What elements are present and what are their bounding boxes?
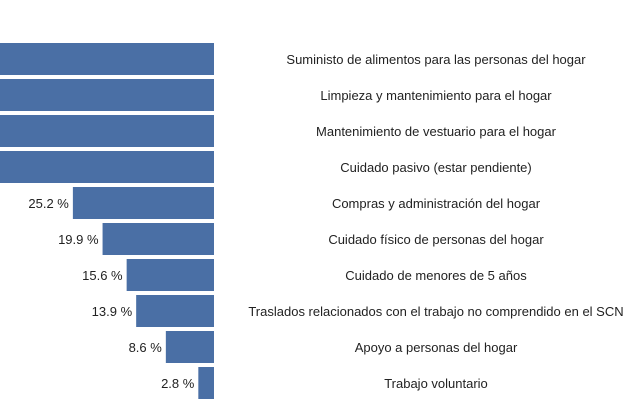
category-label-7: Traslados relacionados con el trabajo no… bbox=[248, 304, 623, 319]
bar-value-label-5: 19.9 % bbox=[58, 232, 99, 247]
bar-value-label-4: 25.2 % bbox=[28, 196, 69, 211]
bar-6 bbox=[126, 259, 214, 291]
bar-1 bbox=[0, 79, 215, 111]
bar-4 bbox=[72, 187, 214, 219]
category-label-5: Cuidado físico de personas del hogar bbox=[328, 232, 544, 247]
category-label-4: Compras y administración del hogar bbox=[332, 196, 541, 211]
category-label-2: Mantenimiento de vestuario para el hogar bbox=[316, 124, 557, 139]
bar-2 bbox=[0, 115, 215, 147]
category-label-0: Suministo de alimentos para las personas… bbox=[286, 52, 586, 67]
bar-value-label-9: 2.8 % bbox=[161, 376, 195, 391]
bar-value-label-6: 15.6 % bbox=[82, 268, 123, 283]
bar-7 bbox=[136, 295, 214, 327]
bar-0 bbox=[0, 43, 215, 75]
category-label-1: Limpieza y mantenimiento para el hogar bbox=[320, 88, 552, 103]
bar-3 bbox=[0, 151, 214, 183]
category-label-8: Apoyo a personas del hogar bbox=[355, 340, 518, 355]
bar-8 bbox=[165, 331, 214, 363]
bar-9 bbox=[198, 367, 214, 399]
bar-5 bbox=[102, 223, 214, 255]
bar-value-label-7: 13.9 % bbox=[92, 304, 133, 319]
category-label-9: Trabajo voluntario bbox=[384, 376, 488, 391]
category-label-6: Cuidado de menores de 5 años bbox=[345, 268, 527, 283]
category-label-3: Cuidado pasivo (estar pendiente) bbox=[340, 160, 532, 175]
bar-value-label-8: 8.6 % bbox=[129, 340, 163, 355]
